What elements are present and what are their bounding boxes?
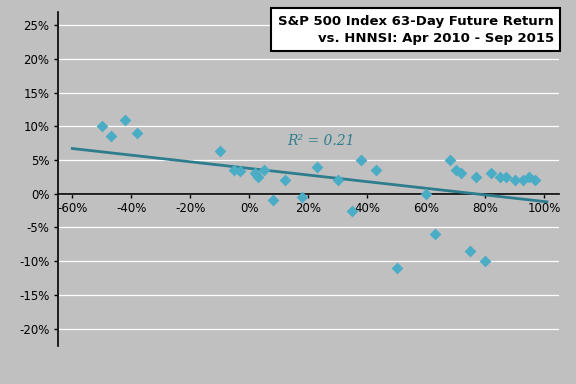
- Point: [486, 170, 495, 177]
- Point: [333, 177, 342, 183]
- Point: [280, 177, 289, 183]
- Point: [132, 130, 142, 136]
- Point: [357, 157, 366, 163]
- Point: [106, 133, 115, 139]
- Point: [236, 169, 245, 175]
- Point: [251, 170, 260, 177]
- Point: [465, 248, 475, 254]
- Point: [451, 167, 460, 173]
- Point: [519, 177, 528, 183]
- Point: [472, 174, 481, 180]
- Point: [259, 167, 268, 173]
- Point: [525, 174, 534, 180]
- Point: [501, 174, 510, 180]
- Point: [312, 164, 321, 170]
- Point: [230, 167, 239, 173]
- Point: [430, 231, 439, 237]
- Point: [480, 258, 490, 264]
- Point: [372, 167, 381, 173]
- Text: R² = 0.21: R² = 0.21: [287, 134, 355, 148]
- Point: [298, 194, 307, 200]
- Point: [510, 177, 519, 183]
- Point: [457, 170, 466, 177]
- Point: [422, 191, 431, 197]
- Point: [97, 123, 107, 129]
- Point: [495, 174, 505, 180]
- Point: [121, 116, 130, 122]
- Point: [253, 174, 263, 180]
- Point: [392, 265, 401, 271]
- Point: [215, 148, 224, 154]
- Point: [348, 207, 357, 214]
- Text: S&P 500 Index 63-Day Future Return
vs. HNNSI: Apr 2010 - Sep 2015: S&P 500 Index 63-Day Future Return vs. H…: [278, 15, 554, 45]
- Point: [445, 157, 454, 163]
- Point: [530, 177, 540, 183]
- Point: [268, 197, 278, 204]
